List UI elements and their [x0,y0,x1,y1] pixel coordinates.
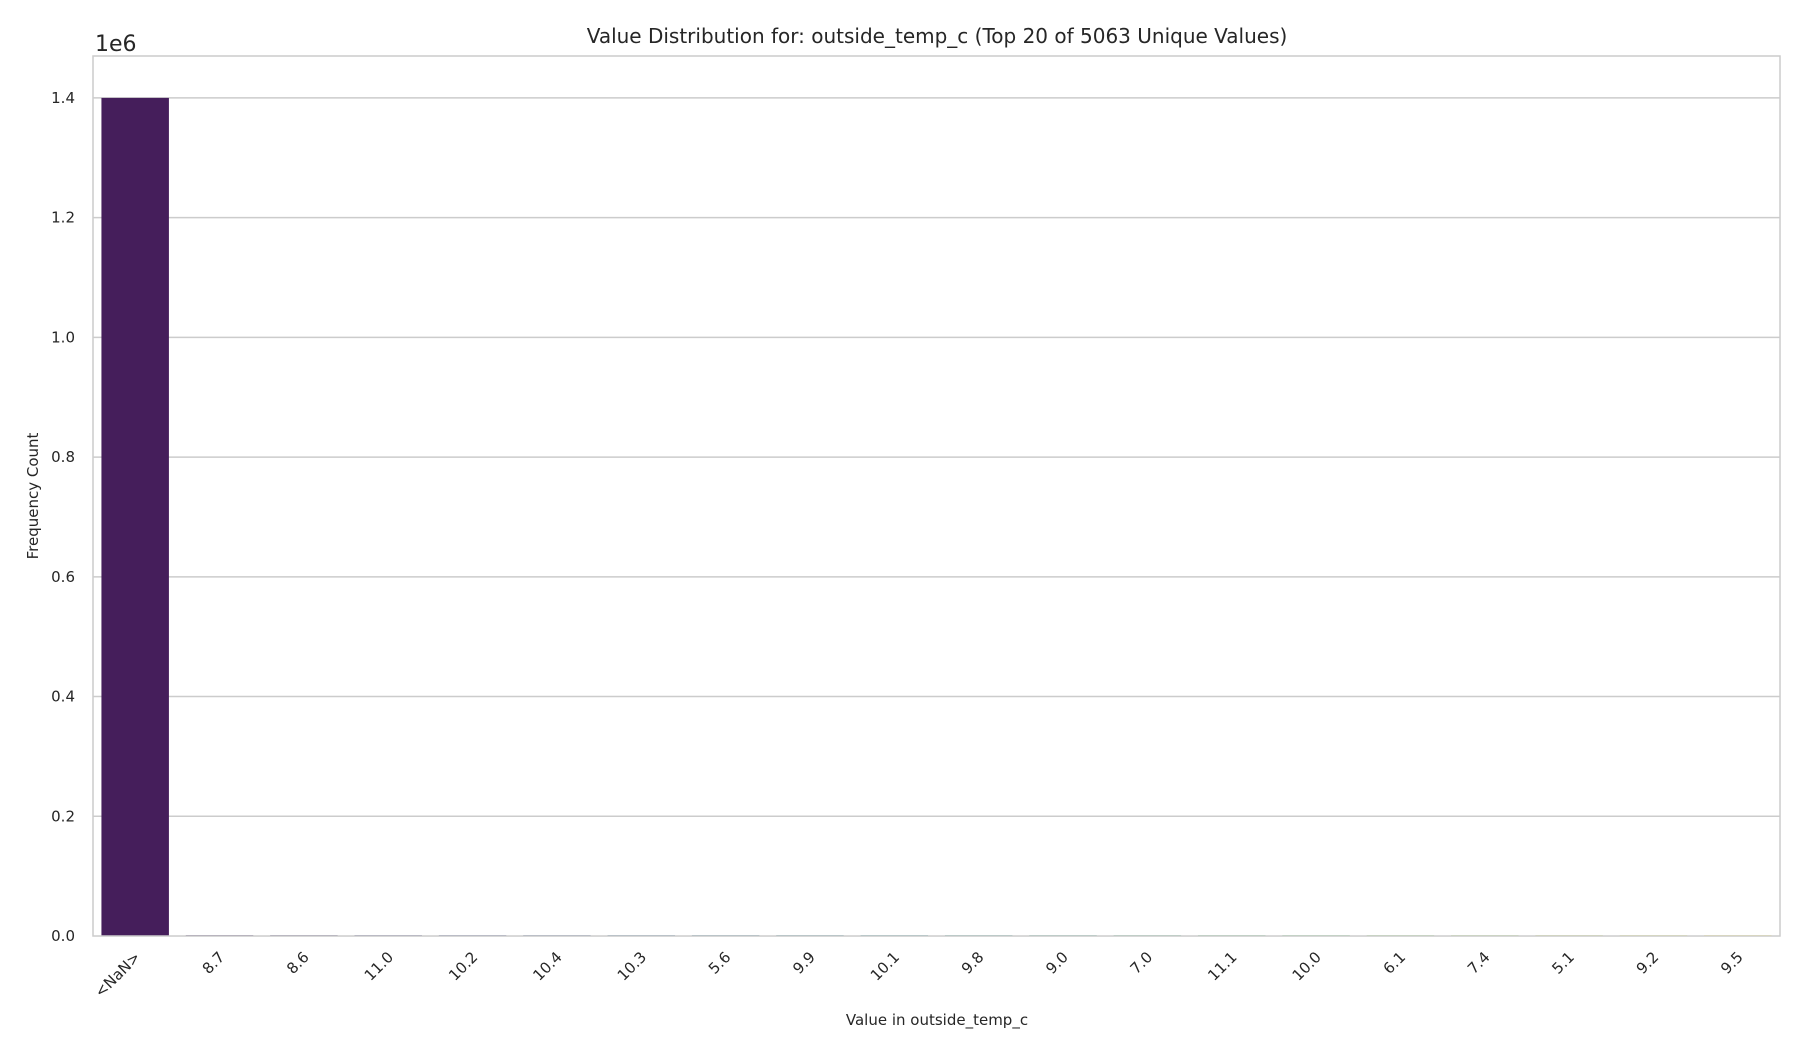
chart-title: Value Distribution for: outside_temp_c (… [587,24,1288,48]
x-tick-label: 9.8 [958,948,988,978]
y-tick-label: 0.0 [51,927,75,945]
y-tick-label: 0.6 [51,568,75,586]
y-tick-label: 0.4 [51,688,75,706]
x-tick-label: 10.3 [614,948,650,984]
x-tick-label: 9.0 [1042,948,1072,978]
x-tick-label: 5.6 [705,948,735,978]
bar-0 [101,97,169,936]
x-tick-labels: <NaN> 8.7 8.6 11.0 10.2 10.4 10.3 5.6 9.9 10.1 9.8… [91,948,1747,1001]
grid-lines [93,97,1780,818]
y-tick-labels: 0.0 0.2 0.4 0.6 0.8 1.0 1.2 1.4 [51,89,75,945]
y-tick-label: 0.2 [51,807,75,825]
x-tick-label: <NaN> [91,948,144,1001]
x-tick-label: 10.4 [529,948,565,984]
y-axis-offset-label: 1e6 [95,32,137,57]
x-tick-label: 9.5 [1717,948,1747,978]
x-tick-label: 10.2 [445,948,481,984]
x-axis-label: Value in outside_temp_c [846,1011,1028,1030]
x-tick-label: 5.1 [1548,948,1578,978]
x-tick-label: 9.9 [789,948,819,978]
bars [101,97,1772,937]
x-tick-label: 11.1 [1204,948,1240,984]
x-tick-label: 10.1 [867,948,903,984]
x-tick-label: 8.7 [199,948,229,978]
x-tick-label: 6.1 [1380,948,1410,978]
y-axis-label: Frequency Count [24,432,42,559]
x-tick-label: 7.4 [1464,948,1494,978]
x-tick-label: 7.0 [1127,948,1157,978]
y-tick-label: 1.0 [51,328,75,346]
x-tick-label: 9.2 [1633,948,1663,978]
y-tick-label: 0.8 [51,448,75,466]
x-tick-label: 8.6 [283,948,313,978]
plot-frame [92,55,1781,937]
x-tick-label: 10.0 [1289,948,1325,984]
y-tick-label: 1.4 [51,89,75,107]
y-tick-label: 1.2 [51,209,75,227]
x-tick-label: 11.0 [361,948,397,984]
